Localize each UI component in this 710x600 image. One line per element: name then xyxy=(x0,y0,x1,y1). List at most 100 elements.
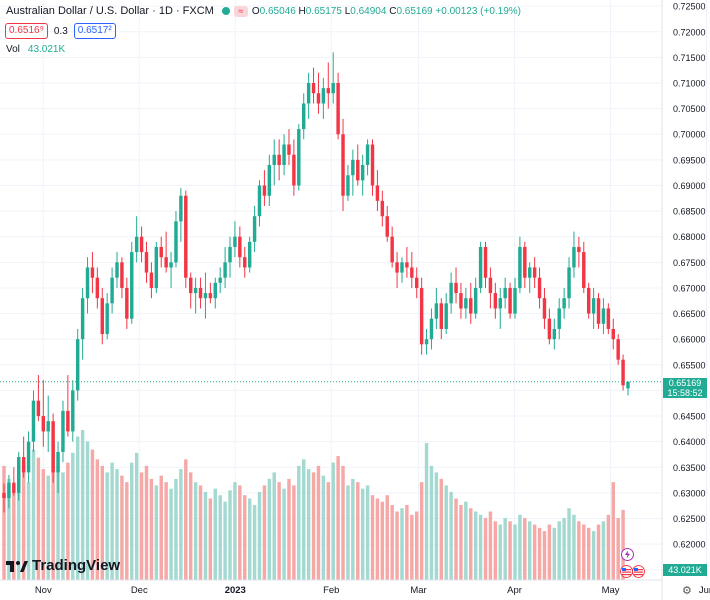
candle xyxy=(336,72,340,140)
volume-bar xyxy=(547,524,552,580)
candle xyxy=(542,287,547,329)
price-tick-label: 0.68000 xyxy=(673,232,706,242)
volume-bar xyxy=(532,524,537,580)
time-tick-label: Dec xyxy=(131,585,148,596)
volume-bar xyxy=(375,498,380,580)
candle xyxy=(26,431,31,483)
volume-bar xyxy=(238,485,242,580)
price-tick-label: 0.70500 xyxy=(673,104,706,114)
candle xyxy=(139,226,144,263)
candle xyxy=(75,328,80,401)
volume-bar xyxy=(257,491,262,580)
volume-bar xyxy=(518,514,522,580)
candle xyxy=(532,257,537,288)
candle xyxy=(174,211,178,268)
candle xyxy=(582,241,586,294)
high-value: 0.65175 xyxy=(305,5,342,17)
volume-bar xyxy=(159,475,163,580)
volume-bar xyxy=(523,518,527,580)
candle xyxy=(400,257,404,283)
candle xyxy=(306,72,311,119)
price-tick-label: 0.70000 xyxy=(673,130,706,140)
candle xyxy=(508,282,512,319)
volume-bar xyxy=(444,485,448,580)
volume-bar xyxy=(493,521,498,580)
volume-bar xyxy=(591,531,596,580)
last-price-label: 0.65169 15:58:52 xyxy=(663,377,707,398)
price-tick-label: 0.71500 xyxy=(673,53,706,63)
candle xyxy=(572,231,576,278)
candle xyxy=(601,298,606,335)
lightning-icon[interactable] xyxy=(621,548,634,561)
volume-bar xyxy=(586,527,591,580)
candle xyxy=(7,474,11,509)
volume-bar xyxy=(478,514,483,580)
candle xyxy=(287,129,291,165)
tradingview-logo[interactable]: TradingView xyxy=(6,557,120,574)
candle xyxy=(365,139,370,176)
candle xyxy=(238,226,242,268)
time-axis[interactable]: Nov Dec 2023 Feb Mar Apr May Jun xyxy=(35,585,710,596)
candle xyxy=(267,154,272,206)
candle xyxy=(105,293,109,340)
candle xyxy=(95,267,100,309)
last-volume-label: 43.021K xyxy=(663,564,707,576)
waves-icon: ≈ xyxy=(233,5,248,17)
candle xyxy=(292,139,296,196)
candle xyxy=(596,293,601,329)
candle xyxy=(233,221,237,258)
volume-bar xyxy=(46,475,50,580)
candle xyxy=(341,118,345,212)
candle xyxy=(424,328,429,355)
volume-bar xyxy=(577,521,581,580)
time-tick-label: Mar xyxy=(410,585,426,596)
close-value: 0.65169 xyxy=(396,5,433,17)
candle xyxy=(36,375,41,422)
candle xyxy=(503,277,507,309)
volume-bar xyxy=(203,491,208,580)
candle xyxy=(31,390,36,452)
volume-bar xyxy=(336,456,340,580)
us-flag-icon-2[interactable] xyxy=(632,565,645,578)
volume-bar xyxy=(528,521,532,580)
candle xyxy=(483,241,488,288)
candle xyxy=(434,287,439,329)
sell-button[interactable]: 0.6516⁹ xyxy=(5,23,48,39)
candle xyxy=(356,144,360,186)
spread-value: 0.3 xyxy=(53,25,68,37)
candle xyxy=(213,277,217,309)
candle xyxy=(419,277,424,355)
candle xyxy=(257,180,262,227)
candle xyxy=(464,287,468,319)
volume-bar xyxy=(188,472,193,580)
volume-bar xyxy=(424,443,429,580)
price-axis[interactable]: 0.72500 0.72000 0.71500 0.71000 0.70500 0.700… xyxy=(673,2,706,576)
price-tick-label: 0.71000 xyxy=(673,79,706,89)
settings-gear-icon[interactable]: ⚙ xyxy=(682,585,692,597)
candle xyxy=(586,282,591,319)
price-tick-label: 0.72500 xyxy=(673,2,706,12)
candle xyxy=(71,380,75,442)
candle xyxy=(66,375,70,437)
volume-bar xyxy=(233,482,237,580)
candle xyxy=(439,298,444,340)
volume-bar xyxy=(513,524,517,580)
buy-button[interactable]: 0.6517² xyxy=(73,23,116,39)
volume-bar xyxy=(223,501,227,580)
candle xyxy=(557,298,561,340)
volume-bar xyxy=(370,495,375,580)
price-tick-label: 0.63000 xyxy=(673,488,706,498)
candle xyxy=(218,267,222,294)
us-flag-icon[interactable] xyxy=(620,565,633,578)
candle xyxy=(523,241,527,288)
candle xyxy=(179,188,183,242)
candle xyxy=(415,267,419,299)
symbol-title[interactable]: Australian Dollar / U.S. Dollar · 1D · F… xyxy=(6,5,214,17)
candle xyxy=(429,308,434,350)
volume-bar xyxy=(105,472,109,580)
candle xyxy=(616,334,620,365)
volume-bar xyxy=(198,485,203,580)
volume-bar xyxy=(247,498,252,580)
candle xyxy=(115,252,119,288)
